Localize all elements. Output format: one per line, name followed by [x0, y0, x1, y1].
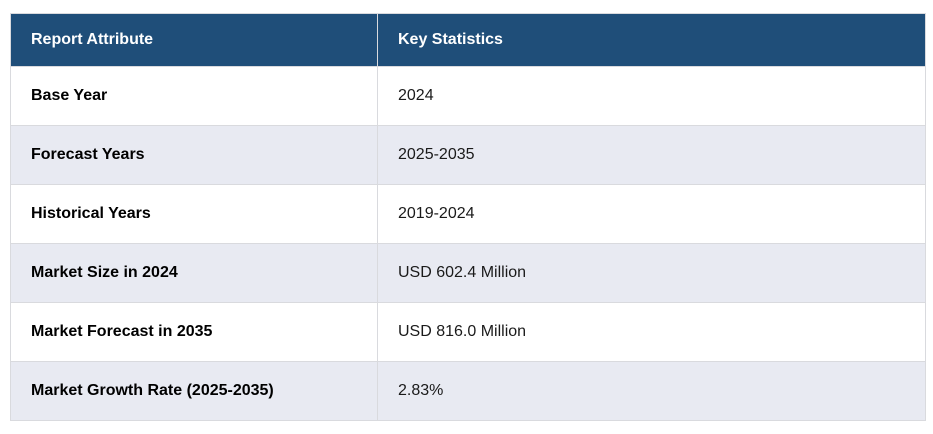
- key-statistic-cell: USD 602.4 Million: [377, 243, 926, 303]
- table-row: Market Size in 2024 USD 602.4 Million: [10, 243, 926, 303]
- key-statistic-cell: 2025-2035: [377, 125, 926, 185]
- table-row: Market Forecast in 2035 USD 816.0 Million: [10, 302, 926, 362]
- table-row: Base Year 2024: [10, 66, 926, 126]
- report-attribute-cell: Historical Years: [10, 184, 378, 244]
- table-row: Forecast Years 2025-2035: [10, 125, 926, 185]
- report-attribute-cell: Market Size in 2024: [10, 243, 378, 303]
- key-statistic-cell: 2.83%: [377, 361, 926, 421]
- report-attribute-cell: Forecast Years: [10, 125, 378, 185]
- report-statistics-table-container: Report Attribute Key Statistics Base Yea…: [10, 13, 926, 421]
- table-row: Market Growth Rate (2025-2035) 2.83%: [10, 361, 926, 421]
- table-row: Historical Years 2019-2024: [10, 184, 926, 244]
- table-body: Base Year 2024 Forecast Years 2025-2035 Hist…: [10, 66, 926, 421]
- report-attribute-cell: Base Year: [10, 66, 378, 126]
- report-attribute-cell: Market Forecast in 2035: [10, 302, 378, 362]
- report-statistics-table: Report Attribute Key Statistics Base Yea…: [10, 13, 926, 421]
- key-statistic-cell: 2019-2024: [377, 184, 926, 244]
- column-header-key-statistics: Key Statistics: [377, 13, 926, 67]
- key-statistic-cell: 2024: [377, 66, 926, 126]
- report-attribute-cell: Market Growth Rate (2025-2035): [10, 361, 378, 421]
- column-header-report-attribute: Report Attribute: [10, 13, 378, 67]
- key-statistic-cell: USD 816.0 Million: [377, 302, 926, 362]
- table-header-row: Report Attribute Key Statistics: [10, 13, 926, 67]
